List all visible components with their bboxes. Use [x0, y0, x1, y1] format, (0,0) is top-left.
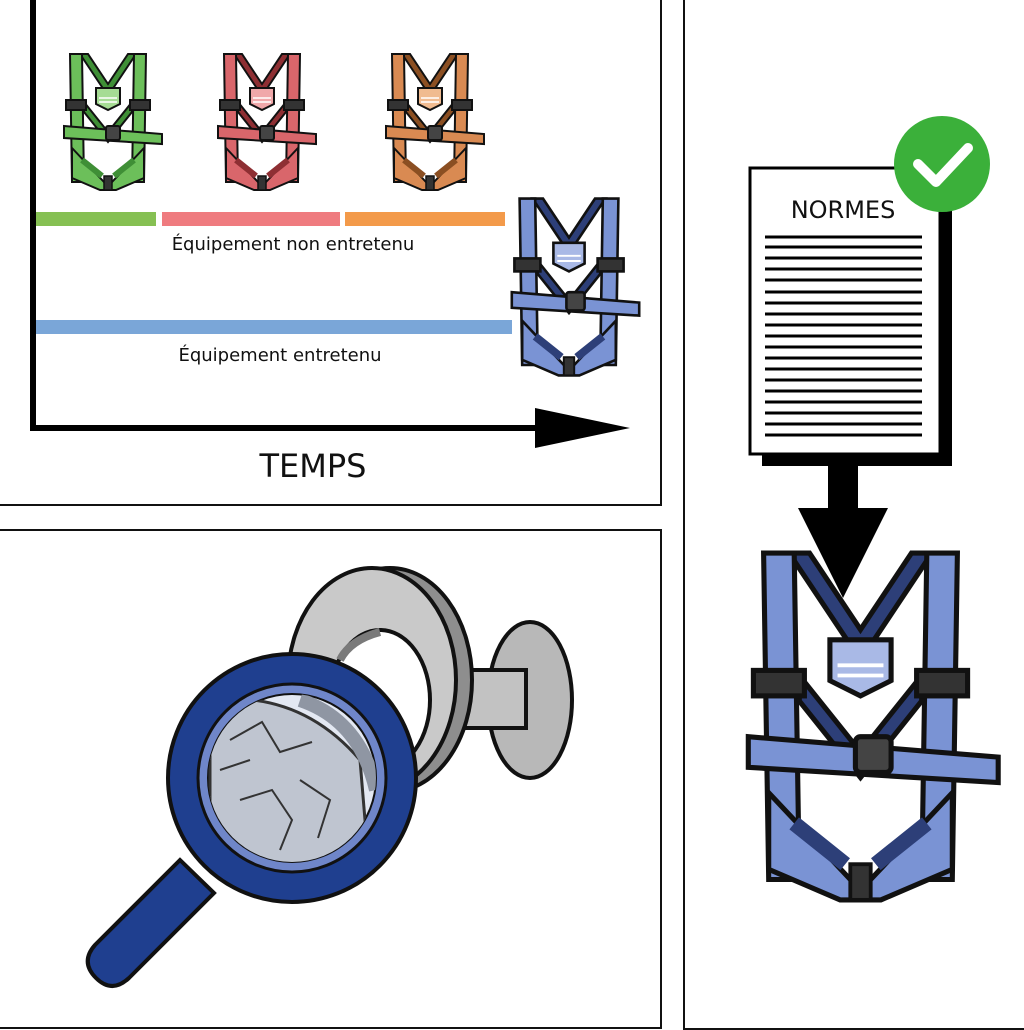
- bar-orange: [345, 212, 505, 226]
- document-title: NORMES: [791, 196, 896, 224]
- standards-document: NORMES: [748, 166, 952, 466]
- document-text-lines: [765, 235, 922, 437]
- bar-green: [36, 212, 156, 226]
- label-not-maintained: Équipement non entretenu: [172, 233, 415, 255]
- harness-red-icon: [218, 54, 316, 190]
- harness-orange-icon: [386, 54, 484, 190]
- harness-blue-small-icon: [512, 199, 639, 376]
- axis-label-time: TEMPS: [259, 447, 367, 485]
- bar-red: [162, 212, 340, 226]
- magnifier-icon: [85, 652, 418, 988]
- harness-blue-large-icon: [748, 553, 998, 900]
- down-arrow-icon: [798, 462, 888, 598]
- checkmark-icon: [894, 116, 990, 212]
- label-maintained: Équipement entretenu: [178, 344, 381, 366]
- bar-blue: [36, 320, 512, 334]
- axis-arrow-icon: [535, 408, 630, 448]
- harness-green-icon: [64, 54, 162, 190]
